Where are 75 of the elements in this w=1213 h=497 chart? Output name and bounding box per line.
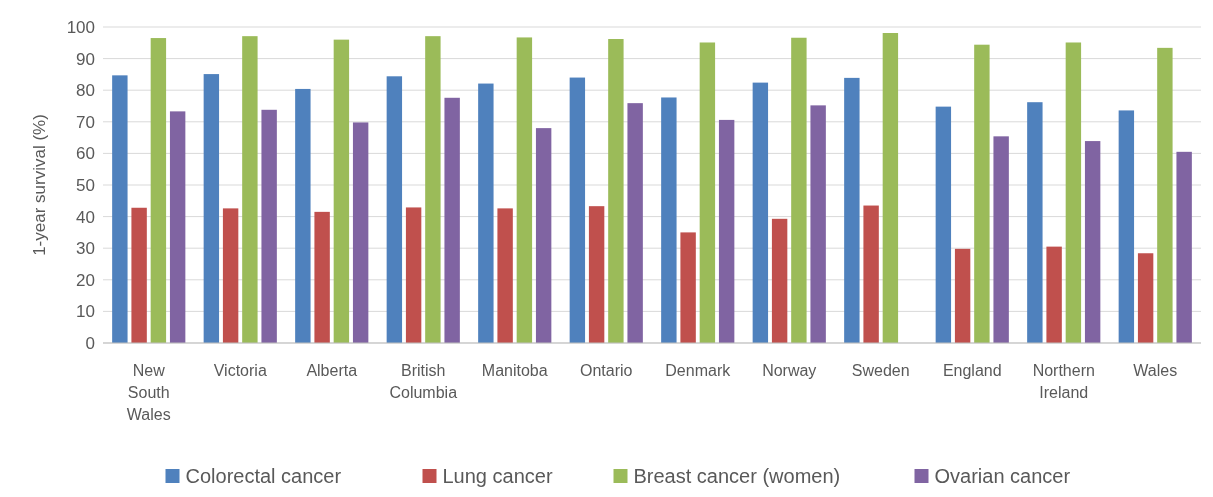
bar <box>863 205 879 343</box>
bar <box>718 119 735 343</box>
x-tick-label: Alberta <box>306 362 358 379</box>
x-tick-label: Victoria <box>213 362 267 379</box>
bar <box>1157 47 1173 343</box>
legend-label: Breast cancer (women) <box>633 465 841 487</box>
legend-label: Lung cancer <box>442 465 553 487</box>
y-axis-title: 1-year survival (%) <box>30 114 49 256</box>
bar <box>261 109 277 343</box>
x-tick-label: New South Wales <box>126 362 171 423</box>
bar <box>680 232 696 343</box>
y-tick-label: 90 <box>76 49 95 69</box>
y-tick-label: 100 <box>66 17 95 37</box>
bar <box>608 39 624 343</box>
bar <box>569 77 586 343</box>
x-tick-label: Sweden <box>851 362 910 379</box>
bar <box>588 206 605 343</box>
x-tick-label: England <box>942 362 1002 379</box>
y-tick-label: 80 <box>76 81 95 101</box>
legend-label: Ovarian cancer <box>934 465 1071 487</box>
bar <box>1137 253 1154 343</box>
y-tick-label: 0 <box>85 333 95 353</box>
bar <box>699 42 716 343</box>
bar <box>169 111 186 343</box>
bar <box>516 37 533 343</box>
bar <box>444 97 460 343</box>
bar <box>352 122 369 343</box>
bar <box>1065 42 1082 343</box>
bar <box>1176 151 1192 343</box>
y-tick-label: 60 <box>76 144 95 164</box>
bar <box>1118 110 1135 343</box>
bar <box>333 39 350 343</box>
bar <box>974 44 990 343</box>
y-tick-label: 50 <box>76 175 95 195</box>
x-tick-label: Northern Ireland <box>1032 362 1095 401</box>
bar <box>222 208 239 343</box>
bar <box>478 83 494 343</box>
bar <box>242 36 258 343</box>
y-tick-label: 40 <box>76 207 95 227</box>
bar <box>131 207 147 343</box>
x-tick-label: Wales <box>1133 362 1178 379</box>
y-tick-label: 20 <box>76 270 95 290</box>
y-tick-label: 10 <box>76 302 95 322</box>
bar <box>810 105 826 343</box>
bar <box>405 207 422 343</box>
bar <box>314 211 330 343</box>
legend-label: Colorectal cancer <box>185 465 342 487</box>
bar <box>752 82 769 343</box>
x-tick-label: British Columbia <box>389 362 458 401</box>
bar <box>295 88 311 343</box>
bar <box>791 37 807 343</box>
bar <box>386 76 403 343</box>
x-tick-label: Norway <box>762 362 817 379</box>
x-tick-label: Ontario <box>580 362 633 379</box>
bar <box>661 97 677 343</box>
bar <box>203 74 220 343</box>
bar <box>844 77 860 343</box>
bar <box>535 128 552 343</box>
bar <box>425 36 441 343</box>
y-tick-label: 30 <box>76 239 95 259</box>
bar <box>497 208 513 343</box>
bar <box>150 38 167 343</box>
bar <box>627 103 643 343</box>
bar <box>993 136 1009 343</box>
bar <box>112 75 128 343</box>
bar <box>954 248 971 343</box>
bar <box>935 106 952 343</box>
y-tick-label: 70 <box>76 112 95 132</box>
x-tick-label: Manitoba <box>481 362 548 379</box>
bar <box>1027 102 1043 343</box>
bar <box>771 218 788 343</box>
bar <box>1084 141 1101 343</box>
bar <box>1046 246 1062 343</box>
bar <box>882 33 899 343</box>
x-tick-label: Denmark <box>665 362 732 379</box>
